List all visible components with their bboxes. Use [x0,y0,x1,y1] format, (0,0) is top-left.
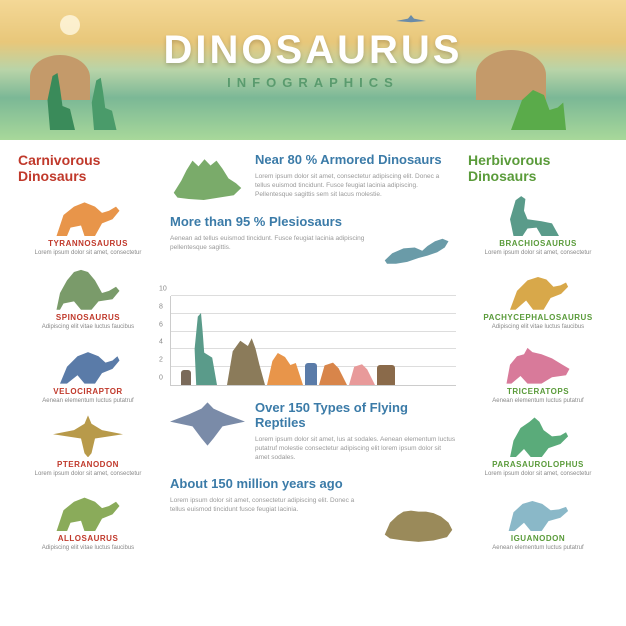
pteranodon-icon [53,415,123,457]
header-banner: DINOSAURUS INFOGRAPHICS [0,0,626,140]
dino-name: SPINOSAURUS [18,313,158,322]
infographic-root: DINOSAURUS INFOGRAPHICS Carnivorous Dino… [0,0,626,626]
spinosaurus-icon [53,268,123,310]
dino-item-pteranodon: PTERANODON Lorem ipsum dolor sit amet, c… [18,415,158,479]
section-heading: Near 80 % Armored Dinosaurs [255,152,456,167]
dino-item-spinosaurus: SPINOSAURUS Adipiscing elit vitae luctus… [18,268,158,332]
size-comparison-chart: 2 4 6 8 10 0 [170,296,456,386]
section-text: Lorem ipsum dolor sit amet, consectetur … [170,496,371,514]
stegosaurus-icon [170,152,245,200]
chart-items [181,296,456,385]
allosaurus-icon [53,489,123,531]
chart-human [181,370,191,385]
dino-item-allosaurus: ALLOSAURUS Adipiscing elit vitae luctus … [18,489,158,553]
main-title: DINOSAURUS [0,28,626,73]
herbivorous-title: Herbivorous Dinosaurs [468,152,608,184]
dino-name: PTERANODON [18,460,158,469]
tyrannosaurus-icon [53,194,123,236]
chart-tick: 6 [159,321,163,328]
carnivorous-title: Carnivorous Dinosaurs [18,152,158,184]
chart-brachiosaurus [193,313,225,385]
dino-name: BRACHIOSAURUS [468,239,608,248]
section-heading: About 150 million years ago [170,476,456,491]
dino-desc: Aenean elementum luctus putatruf [18,398,158,406]
chart-small-dino [377,365,395,385]
chart-tick: 4 [159,339,163,346]
plesiosaur-icon [381,234,456,282]
dino-item-velociraptor: VELOCIRAPTOR Aenean elementum luctus put… [18,342,158,406]
dino-name: PACHYCEPHALOSAURUS [468,313,608,322]
triceratops-icon [503,342,573,384]
chart-tick: 0 [159,375,163,382]
ankylosaurus-icon [381,496,456,544]
dino-name: TRICERATOPS [468,387,608,396]
subtitle: INFOGRAPHICS [0,75,626,90]
dino-item-pachycephalosaurus: PACHYCEPHALOSAURUS Adipiscing elit vitae… [468,268,608,332]
dino-desc: Aenean elementum luctus putatruf [468,545,608,553]
section-text: Lorem ipsum dolor sit amet, consectetur … [255,172,456,199]
section-heading: More than 95 % Plesiosaurs [170,214,456,229]
velociraptor-icon [53,342,123,384]
dino-desc: Aenean elementum luctus putatruf [468,398,608,406]
brachiosaurus-icon [503,194,573,236]
chart-triceratops [319,357,347,385]
dino-name: IGUANODON [468,534,608,543]
iguanodon-icon [503,489,573,531]
dino-name: PARASAUROLOPHUS [468,460,608,469]
pachycephalosaurus-icon [503,268,573,310]
chart-triceratops2 [349,359,375,385]
dino-desc: Adipiscing elit vitae luctus faucibus [18,545,158,553]
section-flying: Over 150 Types of Flying Reptiles Lorem … [170,400,456,462]
section-years-ago: About 150 million years ago Lorem ipsum … [170,476,456,544]
dino-item-brachiosaurus: BRACHIOSAURUS Lorem ipsum dolor sit amet… [468,194,608,258]
flying-reptile-icon [170,400,245,448]
dino-item-iguanodon: IGUANODON Aenean elementum luctus putatr… [468,489,608,553]
dino-desc: Lorem ipsum dolor sit amet, consectetur [468,250,608,258]
dino-name: VELOCIRAPTOR [18,387,158,396]
pterodactyl-silhouette [396,15,426,27]
section-heading: Over 150 Types of Flying Reptiles [255,400,456,430]
section-text: Lorem ipsum dolor sit amet, lus at sodal… [255,435,456,462]
dino-desc: Lorem ipsum dolor sit amet, consectetur [468,471,608,479]
dino-name: TYRANNOSAURUS [18,239,158,248]
herbivorous-column: Herbivorous Dinosaurs BRACHIOSAURUS Lore… [468,152,608,614]
content-grid: Carnivorous Dinosaurs TYRANNOSAURUS Lore… [0,140,626,626]
section-text: Aenean ad tellus euismod tincidunt. Fusc… [170,234,371,252]
chart-velociraptor [305,363,317,385]
section-plesiosaurs: More than 95 % Plesiosaurs Aenean ad tel… [170,214,456,282]
center-column: Near 80 % Armored Dinosaurs Lorem ipsum … [170,152,456,614]
section-armored: Near 80 % Armored Dinosaurs Lorem ipsum … [170,152,456,200]
chart-tick: 10 [159,286,167,293]
title-block: DINOSAURUS INFOGRAPHICS [0,28,626,90]
dino-item-tyrannosaurus: TYRANNOSAURUS Lorem ipsum dolor sit amet… [18,194,158,258]
dino-desc: Lorem ipsum dolor sit amet, consectetur [18,471,158,479]
chart-tyrannosaurus [267,345,303,385]
dino-name: ALLOSAURUS [18,534,158,543]
chart-tick: 2 [159,357,163,364]
carnivorous-column: Carnivorous Dinosaurs TYRANNOSAURUS Lore… [18,152,158,614]
chart-tick: 8 [159,303,163,310]
dino-item-parasaurolophus: PARASAUROLOPHUS Lorem ipsum dolor sit am… [468,415,608,479]
parasaurolophus-icon [503,415,573,457]
dino-desc: Lorem ipsum dolor sit amet, consectetur [18,250,158,258]
chart-spinosaurus [227,333,265,385]
dino-desc: Adipiscing elit vitae luctus faucibus [468,324,608,332]
dino-item-triceratops: TRICERATOPS Aenean elementum luctus puta… [468,342,608,406]
dino-desc: Adipiscing elit vitae luctus faucibus [18,324,158,332]
